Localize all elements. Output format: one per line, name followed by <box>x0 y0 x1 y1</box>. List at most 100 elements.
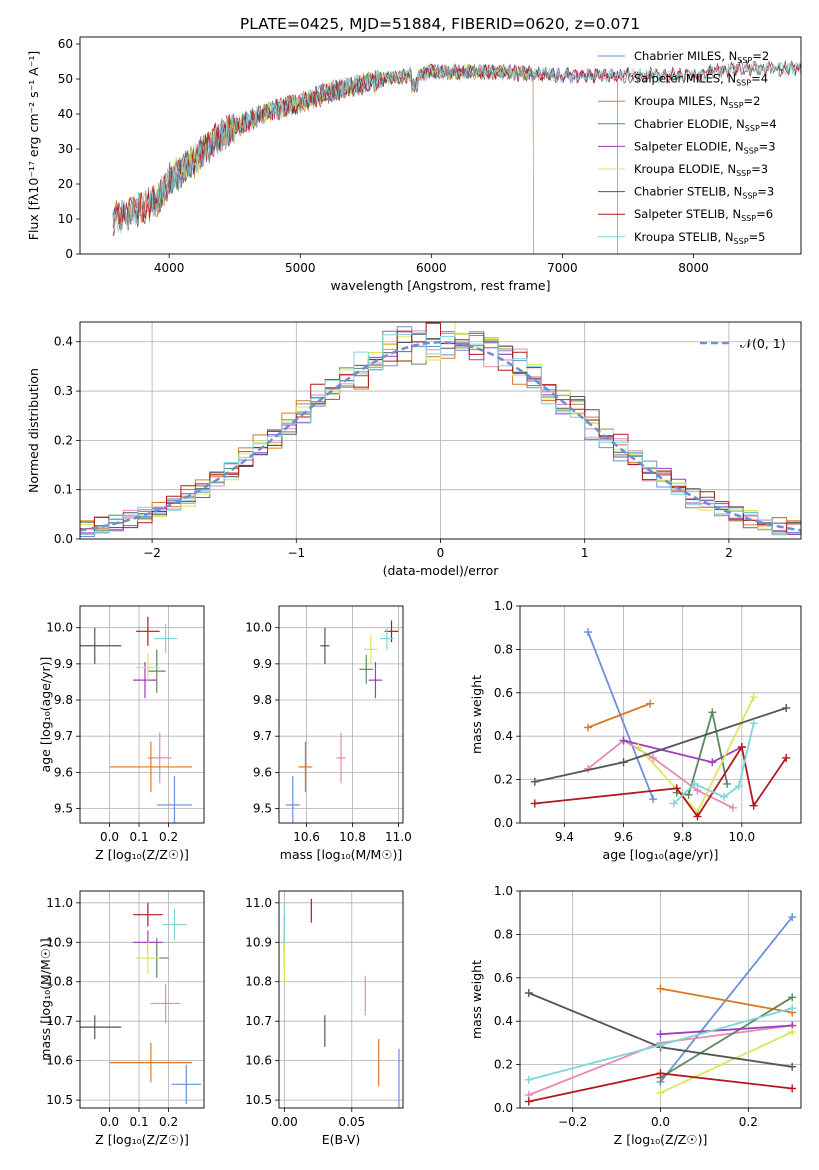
y-tick-label: 9.7 <box>253 729 272 743</box>
weight-marker-salpeter-elodie <box>708 758 717 767</box>
x-tick-label: 8000 <box>678 261 709 275</box>
weight-marker-chabrier-stelib <box>782 703 791 712</box>
age-vs-mass-panel: 10.6 10.8 11.0 9.5 9.6 9.7 9.8 9.9 10.0 mass [log… <box>245 605 412 862</box>
legend-label: Chabrier MILES, NSSP=2 <box>634 49 769 65</box>
y-axis-label: Flux [fλ10⁻¹⁷ erg cm⁻² s⁻¹ A⁻¹] <box>26 51 41 240</box>
errorbar-kroupa-elodie <box>136 942 160 974</box>
y-tick-label: 1.0 <box>494 884 513 898</box>
weight-marker-salpeter-miles <box>649 753 658 762</box>
errorbar-chabrier-stelib <box>320 627 330 664</box>
y-tick-label: 0.4 <box>54 335 73 349</box>
x-axis-label: age [log₁₀(age/yr)] <box>603 847 719 862</box>
y-tick-label: 9.7 <box>54 729 73 743</box>
y-tick-label: 9.6 <box>54 765 73 779</box>
weight-marker-salpeter-stelib <box>656 1069 665 1078</box>
legend-label: Salpeter MILES, NSSP=4 <box>634 72 768 88</box>
y-tick-label: 10.0 <box>245 621 272 635</box>
normal-curve <box>80 340 801 532</box>
legend-label: Kroupa MILES, NSSP=2 <box>634 94 760 110</box>
weight-marker-kroupa-elodie <box>788 1028 797 1037</box>
weight-line-salpeter-elodie <box>660 1024 793 1036</box>
x-tick-label: 0.0 <box>651 1115 670 1129</box>
y-tick-label: 9.8 <box>253 693 272 707</box>
weight-marker-chabrier-elodie <box>708 708 717 717</box>
x-tick-label: −2 <box>143 546 161 560</box>
weight-marker-kroupa-stelib <box>656 1041 665 1050</box>
y-tick-label: 0.0 <box>494 816 513 830</box>
weight-marker-salpeter-stelib <box>524 1097 533 1106</box>
y-tick-label: 30 <box>58 142 73 156</box>
x-tick-label: 0.2 <box>159 830 178 844</box>
weight-marker-salpeter-elodie <box>619 736 628 745</box>
y-tick-label: 9.5 <box>54 802 73 816</box>
weight-line-chabrier-elodie <box>660 996 793 1079</box>
y-axis-label: mass [log₁₀(M/M☉)] <box>38 938 53 1060</box>
spectrum-panel: 4000 5000 6000 7000 8000 0 10 20 30 40 50 60 wavelen… <box>26 36 802 293</box>
x-tick-label: 0.0 <box>100 830 119 844</box>
y-tick-label: 40 <box>58 107 73 121</box>
errorbar-kroupa-stelib <box>380 627 394 650</box>
errorbar-chabrier-stelib <box>80 627 122 664</box>
plot-frame <box>79 605 205 824</box>
errorbar-group <box>283 898 400 1108</box>
x-tick-label: 0.1 <box>130 830 149 844</box>
y-tick-label: 9.5 <box>253 802 272 816</box>
weight-lines <box>530 628 791 821</box>
x-tick-label: 9.8 <box>673 830 692 844</box>
y-tick-label: 10.6 <box>46 1054 73 1068</box>
weight-marker-kroupa-stelib <box>734 782 743 791</box>
weight-marker-kroupa-miles <box>656 984 665 993</box>
y-tick-label: 10.9 <box>245 935 272 949</box>
weight-marker-salpeter-stelib <box>782 753 791 762</box>
errorbar-kroupa-stelib <box>162 908 187 941</box>
weight-marker-kroupa-elodie <box>749 693 758 702</box>
errorbar-chabrier-miles <box>285 775 300 823</box>
spectrum-line-kroupa-stelib <box>112 61 801 234</box>
x-tick-label: 6000 <box>416 261 447 275</box>
x-tick-label: 0 <box>437 546 445 560</box>
weight-vs-metallicity-panel: −0.2 0.0 0.2 0.0 0.2 0.4 0.6 0.8 1.0 Z [log₁₀(Z/Z… <box>469 884 802 1147</box>
errorbar-chabrier-miles <box>171 1064 202 1105</box>
plot-frame <box>79 890 205 1109</box>
spectrum-lines <box>112 58 801 254</box>
x-tick-label: 0.2 <box>739 1115 758 1129</box>
errorbar-kroupa-elodie <box>136 653 160 682</box>
x-axis-label: E(B-V) <box>322 1132 361 1147</box>
y-tick-label: 0.8 <box>494 927 513 941</box>
y-tick-label: 10.8 <box>245 975 272 989</box>
y-tick-label: 0.4 <box>494 729 513 743</box>
y-tick-label: 9.6 <box>253 765 272 779</box>
y-tick-label: 0 <box>65 247 73 261</box>
weight-line-kroupa-elodie <box>660 1031 793 1094</box>
y-axis-label: Normed distribution <box>26 368 41 493</box>
y-tick-label: 9.9 <box>54 657 73 671</box>
weight-marker-chabrier-elodie <box>684 790 693 799</box>
histogram-group <box>80 322 801 537</box>
y-tick-label: 9.9 <box>253 657 272 671</box>
weight-marker-kroupa-miles <box>646 699 655 708</box>
errorbar-group <box>80 616 193 823</box>
errorbar-salpeter-elodie <box>133 662 157 699</box>
weight-marker-chabrier-stelib <box>530 777 539 786</box>
legend-label: Salpeter STELIB, NSSP=6 <box>634 207 773 223</box>
errorbar-chabrier-stelib <box>80 1015 122 1039</box>
weight-line-kroupa-miles <box>587 702 651 729</box>
errorbar-group <box>80 902 202 1105</box>
weight-vs-age-panel: 9.4 9.6 9.8 10.0 0.0 0.2 0.4 0.6 0.8 1.0 age [log₁… <box>469 599 802 862</box>
y-tick-label: 10 <box>58 212 73 226</box>
x-tick-label: 0.2 <box>159 1115 178 1129</box>
x-tick-label: 10.8 <box>339 830 366 844</box>
weight-lines <box>524 913 797 1106</box>
x-axis-label: mass [log₁₀(M/M☉)] <box>280 847 402 862</box>
y-tick-label: 10.9 <box>46 935 73 949</box>
weight-marker-salpeter-stelib <box>672 784 681 793</box>
figure-title: PLATE=0425, MJD=51884, FIBERID=0620, z=0… <box>240 15 640 33</box>
plot-frame <box>519 605 802 824</box>
weight-marker-kroupa-stelib <box>690 779 699 788</box>
y-tick-label: 0.1 <box>54 483 73 497</box>
y-tick-label: 0.0 <box>54 532 73 546</box>
weight-marker-kroupa-miles <box>584 723 593 732</box>
y-tick-label: 10.7 <box>245 1014 272 1028</box>
plot-frame <box>278 605 404 824</box>
x-tick-label: 0.1 <box>130 1115 149 1129</box>
